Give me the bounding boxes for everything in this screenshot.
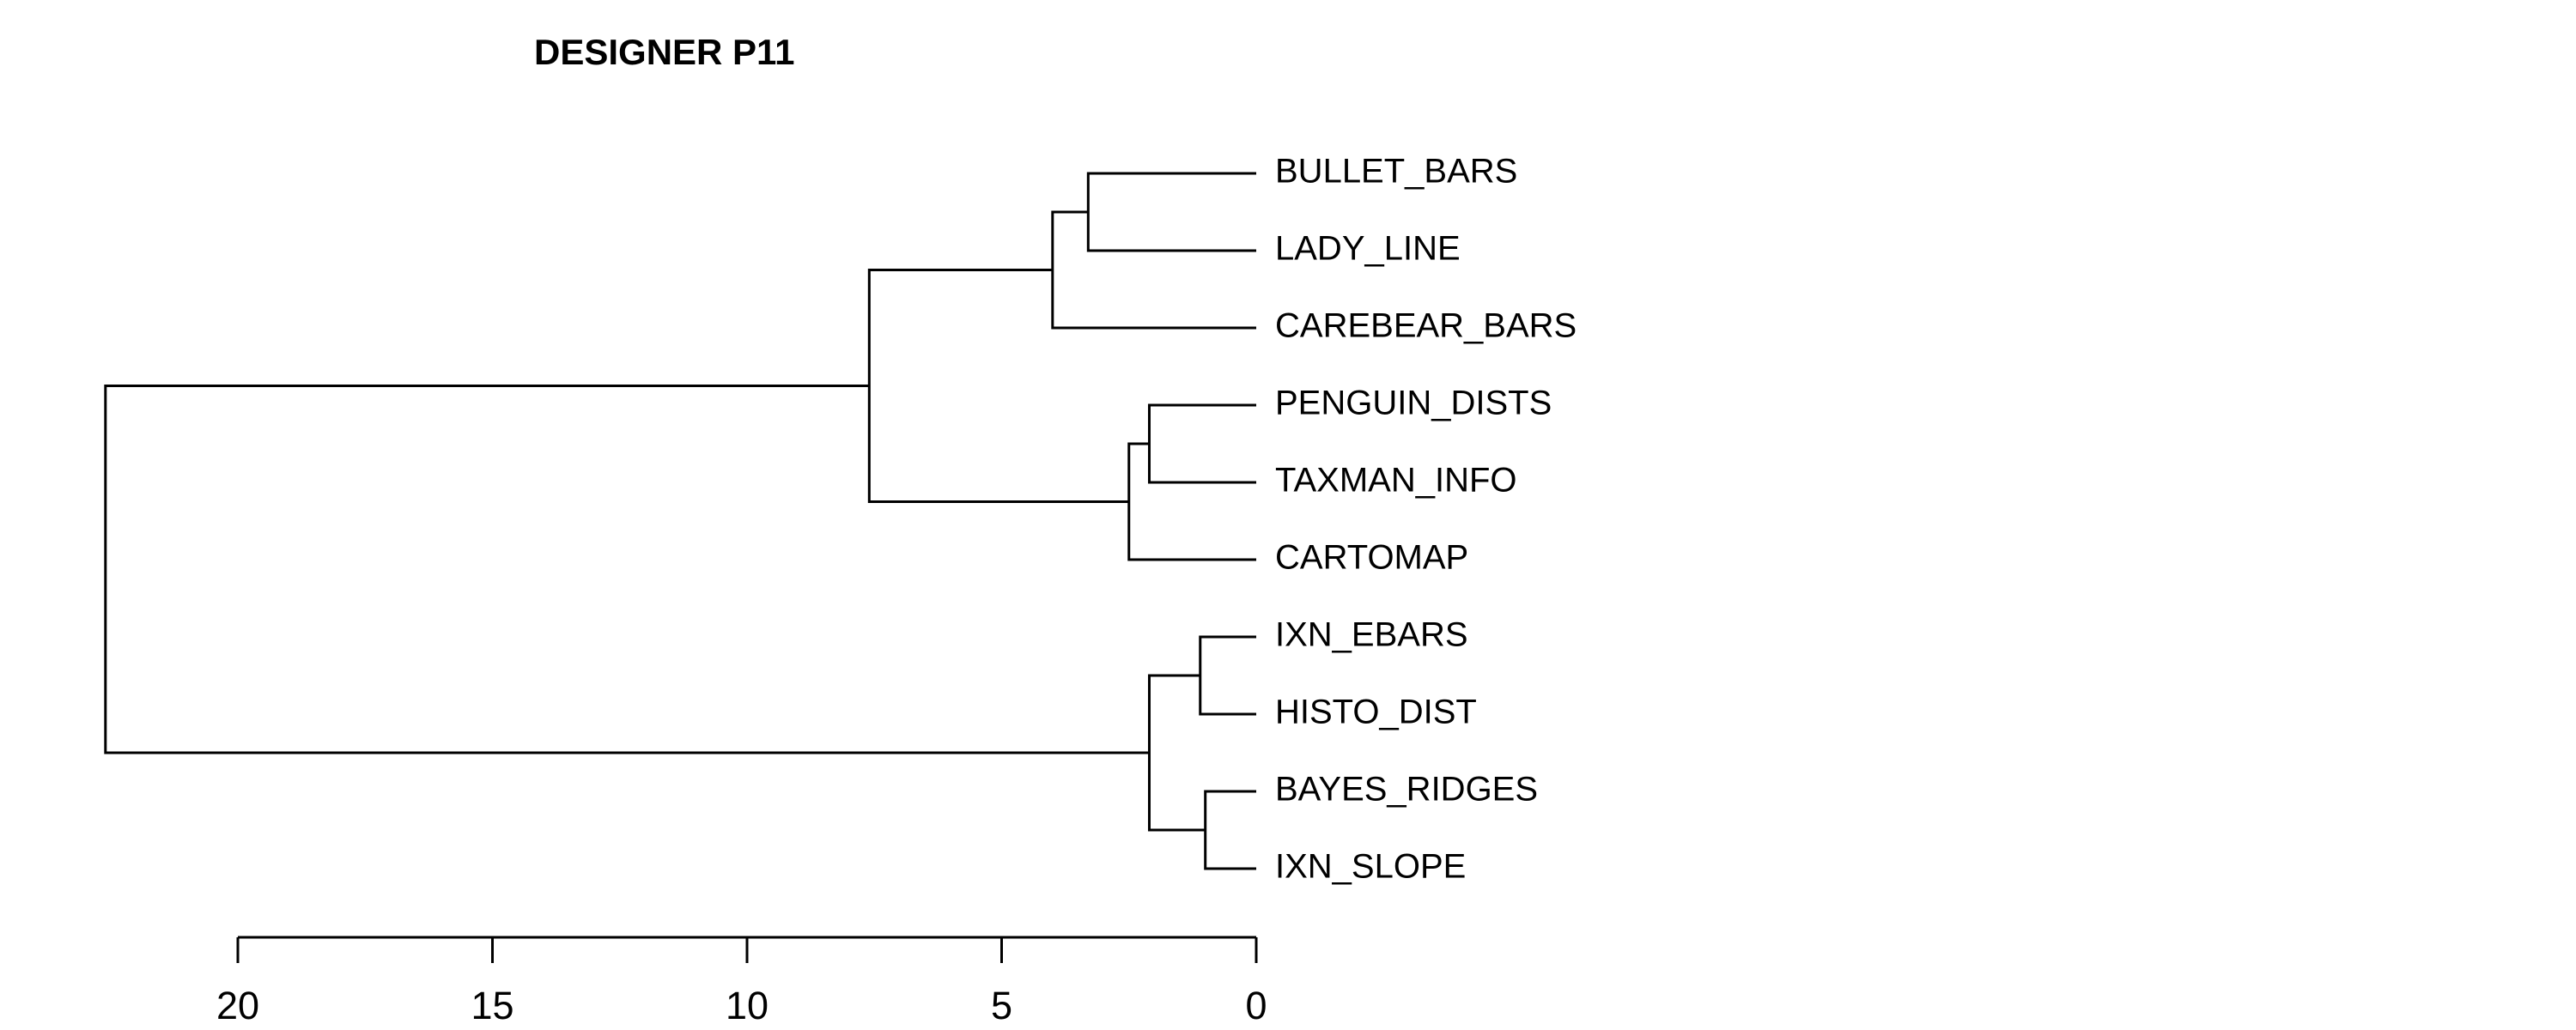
dendrogram-link-8 xyxy=(104,385,1150,754)
leaf-label-bayes-ridges: BAYES_RIDGES xyxy=(1275,771,1538,809)
leaf-label-taxman-info: TAXMAN_INFO xyxy=(1275,462,1517,500)
dendrogram-link-4 xyxy=(867,269,1129,503)
dendrogram-link-6 xyxy=(1204,790,1256,870)
dendrogram-link-2 xyxy=(1147,403,1256,484)
dendrogram-link-7 xyxy=(1147,674,1206,832)
dendrogram-link-5 xyxy=(1199,635,1256,716)
x-axis-ticks: 20 15 10 5 0 xyxy=(216,937,1267,1027)
leaf-label-bullet-bars: BULLET_BARS xyxy=(1275,153,1517,191)
leaf-label-histo-dist: HISTO_DIST xyxy=(1275,694,1477,731)
leaf-label-lady-line: LADY_LINE xyxy=(1275,230,1461,268)
chart-title: DESIGNER P11 xyxy=(534,32,794,72)
x-tick-label-20: 20 xyxy=(216,984,259,1027)
leaf-label-ixn-ebars: IXN_EBARS xyxy=(1275,616,1468,654)
leaf-label-penguin-dists: PENGUIN_DISTS xyxy=(1275,385,1552,422)
dendrogram-link-0 xyxy=(1086,172,1256,252)
dendrogram-links xyxy=(104,172,1256,870)
leaf-label-ixn-slope: IXN_SLOPE xyxy=(1275,848,1466,886)
x-tick-label-0: 0 xyxy=(1245,984,1267,1027)
x-axis: 20 15 10 5 0 xyxy=(216,936,1267,1027)
x-tick-label-5: 5 xyxy=(991,984,1012,1027)
dendrogram-link-1 xyxy=(1051,210,1256,330)
leaf-label-cartomap: CARTOMAP xyxy=(1275,539,1468,577)
x-tick-label-10: 10 xyxy=(726,984,769,1027)
leaf-label-carebear-bars: CAREBEAR_BARS xyxy=(1275,307,1577,345)
x-tick-label-15: 15 xyxy=(471,984,513,1027)
leaf-labels: BULLET_BARS LADY_LINE CAREBEAR_BARS PENGUIN… xyxy=(1275,153,1577,886)
